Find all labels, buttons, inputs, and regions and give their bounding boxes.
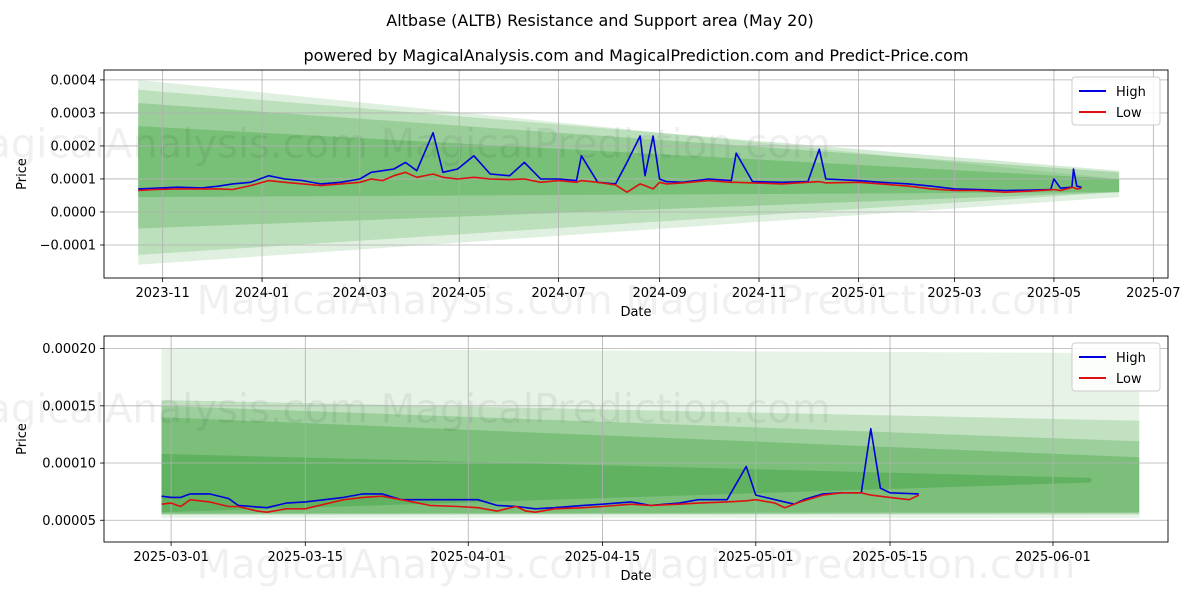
top-x-tick-label: 2025-03: [927, 286, 981, 301]
bottom-x-tick-label: 2025-03-15: [268, 550, 344, 565]
top-chart-title: powered by MagicalAnalysis.com and Magic…: [303, 46, 968, 65]
top-y-tick-label: 0.0002: [51, 139, 97, 154]
bottom-y-tick-label: 0.00020: [42, 342, 96, 357]
bottom-x-tick-label: 2025-05-15: [852, 550, 928, 565]
bottom-x-tick-label: 2025-04-15: [565, 550, 641, 565]
bottom-legend-label-low: Low: [1116, 372, 1142, 387]
figure-title: Altbase (ALTB) Resistance and Support ar…: [386, 11, 813, 30]
top-band-4: [138, 126, 1120, 198]
bottom-chart-panel: MagicalAnalysis.com MagicalPrediction.co…: [0, 335, 1169, 588]
top-plot-frame: [103, 69, 1169, 279]
bottom-legend: High Low: [1071, 342, 1161, 392]
top-x-tick-label: 2025-07: [1126, 286, 1180, 301]
top-legend-label-low: Low: [1116, 106, 1142, 121]
bottom-series-high-line: [161, 427, 919, 510]
top-x-tick-label: 2024-01: [235, 286, 289, 301]
top-watermark-bottom: MagicalAnalysis.com MagicalPrediction.co…: [197, 278, 1076, 324]
bottom-x-tick-label: 2025-03-01: [133, 550, 209, 565]
top-band-1: [138, 79, 1120, 265]
bottom-x-tick-label: 2025-06-01: [1015, 550, 1091, 565]
bottom-band-2: [161, 400, 1140, 515]
bottom-watermark-bottom: MagicalAnalysis.com MagicalPrediction.co…: [197, 542, 1076, 588]
top-series-high-line: [138, 131, 1082, 192]
bottom-plot-frame: [103, 335, 1169, 543]
bottom-y-axis-label: Price: [15, 423, 30, 455]
bottom-legend-label-high: High: [1116, 351, 1146, 366]
top-x-tick-label: 2024-03: [333, 286, 387, 301]
top-x-tick-label: 2024-07: [531, 286, 585, 301]
top-series-low-line: [138, 171, 1082, 193]
top-x-tick-label: 2024-11: [732, 286, 786, 301]
bottom-y-tick-label: 0.00015: [42, 399, 96, 414]
top-y-tick-label: 0.0004: [51, 73, 97, 88]
top-band-3: [138, 103, 1120, 229]
top-y-axis-label: Price: [15, 158, 30, 190]
bottom-watermark-top: MagicalAnalysis.com MagicalPrediction.co…: [0, 387, 831, 433]
bottom-band-3: [161, 405, 1140, 515]
bottom-x-tick-label: 2025-05-01: [718, 550, 794, 565]
bottom-y-tick-label: 0.00010: [42, 457, 96, 472]
top-x-tick-label: 2025-01: [831, 286, 885, 301]
bottom-x-tick-label: 2025-04-01: [430, 550, 506, 565]
top-y-tick-label: 0.0003: [51, 106, 97, 121]
top-x-tick-label: 2024-09: [632, 286, 686, 301]
top-x-axis-label: Date: [620, 305, 651, 320]
bottom-x-axis-label: Date: [620, 569, 651, 584]
bottom-y-tick-label: 0.00005: [42, 514, 96, 529]
top-y-tick-label: 0.0001: [51, 172, 97, 187]
top-band-2: [138, 89, 1120, 255]
top-legend: High Low: [1071, 76, 1161, 126]
top-y-tick-label: 0.0000: [51, 205, 97, 220]
top-watermark-top: MagicalAnalysis.com MagicalPrediction.co…: [0, 121, 831, 167]
bottom-series-low-line: [161, 492, 920, 513]
top-y-tick-label: −0.0001: [40, 238, 96, 253]
top-legend-label-high: High: [1116, 85, 1146, 100]
top-x-tick-label: 2025-05: [1027, 286, 1081, 301]
bottom-band-1: [161, 348, 1140, 518]
top-x-tick-label: 2023-11: [135, 286, 189, 301]
top-x-tick-label: 2024-05: [432, 286, 486, 301]
top-chart-panel: powered by MagicalAnalysis.com and Magic…: [0, 46, 1180, 324]
bottom-band-4: [161, 417, 1140, 514]
